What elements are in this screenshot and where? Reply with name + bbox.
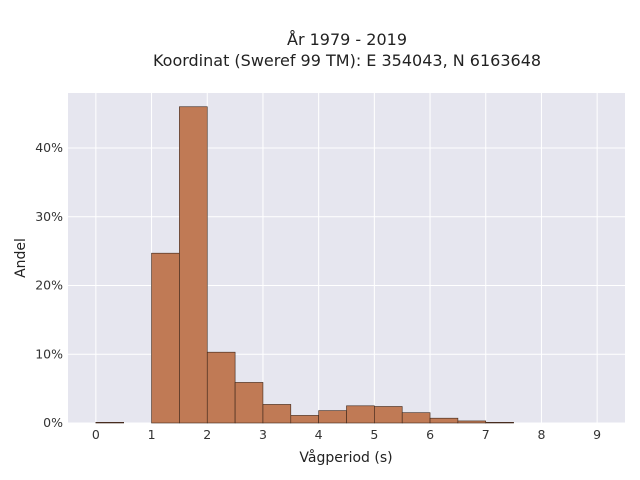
x-tick-label: 6 [426,427,434,442]
x-axis-ticks: 0 1 2 3 4 5 6 7 8 9 [92,427,601,442]
y-tick-label: 30% [35,209,63,224]
histogram-bar [374,406,403,424]
histogram-bar [206,351,236,424]
y-axis-label: Andel [13,238,29,278]
histogram-bar [485,422,514,424]
chart-title-line1: År 1979 - 2019 [287,30,407,49]
chart-title-line2: Koordinat (Sweref 99 TM): E 354043, N 61… [153,51,541,70]
y-tick-label: 40% [35,140,63,155]
y-tick-label: 20% [35,278,63,293]
x-tick-label: 9 [593,427,601,442]
x-tick-label: 0 [92,427,100,442]
histogram-bar [429,417,459,424]
histogram-bar [151,252,180,424]
x-tick-label: 5 [370,427,378,442]
y-tick-label: 10% [35,346,63,361]
histogram-bar [290,415,319,424]
histogram-bar [262,404,292,424]
histogram-bar [179,106,208,424]
histogram-bar [95,422,124,424]
x-tick-label: 7 [482,427,490,442]
histogram-bar [346,405,375,424]
histogram-bar [401,412,431,424]
histogram-bar [234,382,264,424]
histogram-bars [95,106,514,424]
x-tick-label: 2 [203,427,211,442]
x-tick-label: 3 [259,427,267,442]
x-axis-label: Vågperiod (s) [299,449,392,466]
y-axis-ticks: 0% 10% 20% 30% 40% [35,140,63,430]
histogram-bar [318,410,347,424]
y-tick-label: 0% [43,415,63,430]
x-tick-label: 8 [537,427,545,442]
x-tick-label: 4 [315,427,323,442]
histogram-bar [457,420,487,424]
x-tick-label: 1 [148,427,156,442]
